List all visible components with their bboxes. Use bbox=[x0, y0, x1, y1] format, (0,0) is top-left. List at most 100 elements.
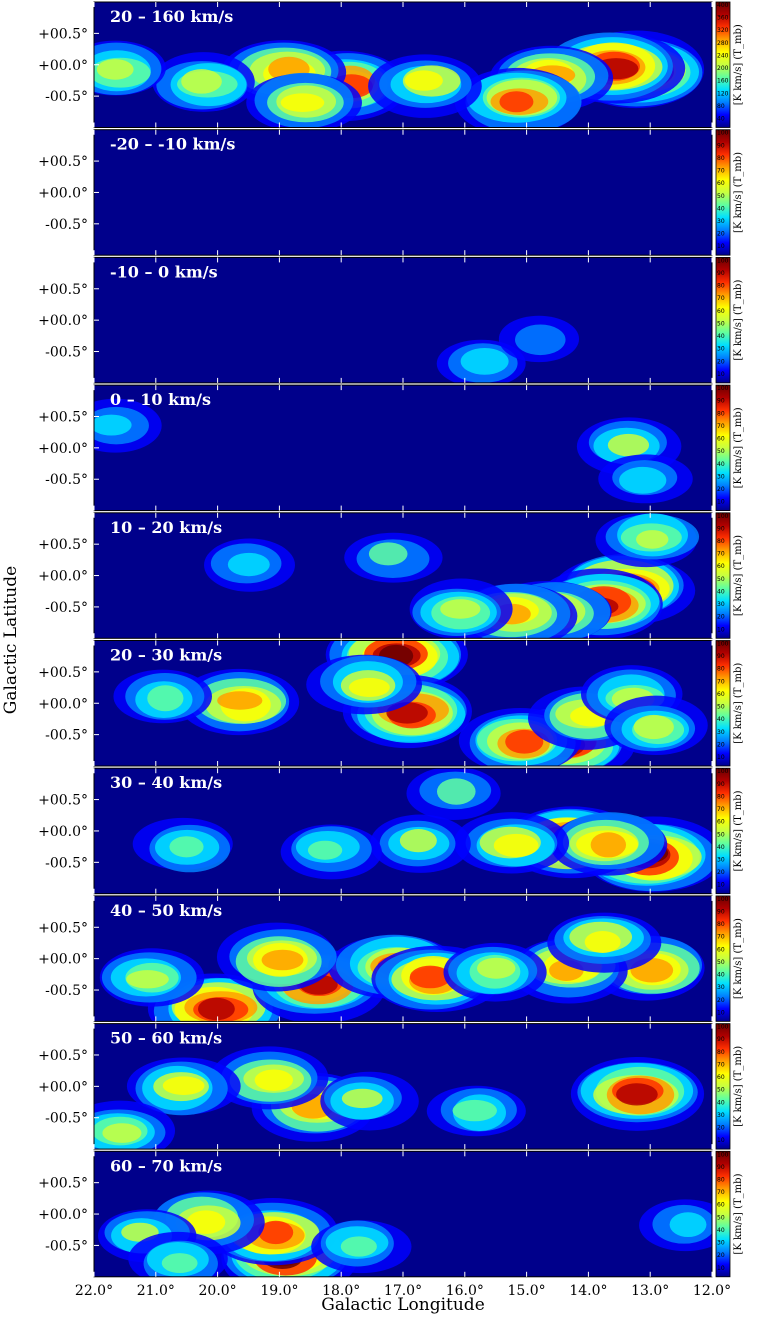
velocity-label: 20 – 30 km/s bbox=[110, 646, 222, 665]
colorbar-gradient bbox=[715, 1150, 731, 1278]
colorbar-tick-label: 60 bbox=[717, 563, 725, 570]
colorbar-tick-label: 20 bbox=[717, 614, 725, 621]
x-tick-label: 12.0° bbox=[693, 1283, 731, 1299]
panel-6: 30 – 40 km/s +00.5° +00.0° -00.5° 100 90 80 70 6… bbox=[38, 767, 744, 895]
y-tick-label: +00.5° bbox=[38, 26, 88, 42]
panel-3: 0 – 10 km/s +00.5° +00.0° -00.5° 100 90 80 70 60… bbox=[38, 384, 744, 512]
colorbar-tick-label: 80 bbox=[717, 921, 725, 928]
colorbar-tick-label: 30 bbox=[717, 1240, 725, 1247]
colorbar-gradient bbox=[715, 384, 731, 512]
colorbar-label: [K km/s] (T_mb) bbox=[733, 407, 744, 488]
y-tick-label: +00.0° bbox=[38, 185, 88, 201]
colorbar: 100 90 80 70 60 50 40 30 20 10 [K km/s] (T_mb) bbox=[715, 767, 744, 895]
colorbar-tick-label: 10 bbox=[717, 626, 725, 633]
colorbar-tick-label: 10 bbox=[717, 499, 725, 506]
colorbar-tick-label: 70 bbox=[717, 295, 725, 302]
y-tick-label: -00.5° bbox=[45, 89, 88, 105]
y-tick-label: -00.5° bbox=[45, 1238, 88, 1254]
emission-clump bbox=[204, 538, 295, 592]
colorbar-tick-label: 80 bbox=[717, 103, 725, 110]
colorbar-tick-label: 240 bbox=[717, 52, 729, 59]
colorbar-tick-label: 50 bbox=[717, 448, 725, 455]
velocity-label: 40 – 50 km/s bbox=[110, 901, 222, 920]
colorbar-tick-label: 320 bbox=[717, 27, 729, 34]
emission-clump bbox=[510, 937, 628, 1004]
emission-clump bbox=[94, 1100, 176, 1150]
colorbar-tick-label: 60 bbox=[717, 308, 725, 315]
colorbar-tick-label: 90 bbox=[717, 398, 725, 405]
emission-clump bbox=[113, 669, 212, 724]
colorbar-label: [K km/s] (T_mb) bbox=[733, 280, 744, 361]
emission-clump bbox=[370, 814, 471, 873]
emission-clump bbox=[426, 1085, 526, 1137]
colorbar-tick-label: 80 bbox=[717, 666, 725, 673]
colorbar-tick-label: 20 bbox=[717, 1252, 725, 1259]
colorbar-tick-label: 70 bbox=[717, 1189, 725, 1196]
velocity-label: 10 – 20 km/s bbox=[110, 518, 222, 537]
emission-clump bbox=[178, 668, 300, 736]
colorbar-tick-label: 50 bbox=[717, 1214, 725, 1221]
colorbar-tick-label: 70 bbox=[717, 678, 725, 685]
emission-map bbox=[94, 398, 693, 504]
colorbar-tick-label: 40 bbox=[717, 333, 725, 340]
x-tick-label: 18.0° bbox=[322, 1283, 360, 1299]
velocity-label: 0 – 10 km/s bbox=[110, 390, 211, 409]
colorbar-tick-label: 40 bbox=[717, 1099, 725, 1106]
x-tick-label: 22.0° bbox=[75, 1283, 113, 1299]
emission-clump bbox=[152, 52, 255, 112]
y-tick-label: -00.5° bbox=[45, 1111, 88, 1127]
emission-clump bbox=[639, 1199, 712, 1252]
colorbar-label: [K km/s] (T_mb) bbox=[733, 1046, 744, 1127]
emission-clump bbox=[598, 454, 693, 504]
colorbar: 100 90 80 70 60 50 40 30 20 10 [K km/s] (T_mb) bbox=[715, 256, 744, 384]
y-tick-label: -00.5° bbox=[45, 855, 88, 871]
panel-7: 40 – 50 km/s +00.5° +00.0° -00.5° 100 90 80 70 6… bbox=[38, 895, 744, 1022]
colorbar-tick-label: 200 bbox=[717, 65, 729, 72]
colorbar-tick-label: 80 bbox=[717, 410, 725, 417]
colorbar-tick-label: 30 bbox=[717, 601, 725, 608]
colorbar-tick-label: 50 bbox=[717, 320, 725, 327]
colorbar-gradient bbox=[715, 895, 731, 1022]
x-tick-label: 17.0° bbox=[384, 1283, 422, 1299]
colorbar-tick-label: 20 bbox=[717, 741, 725, 748]
x-tick-label: 13.0° bbox=[631, 1283, 669, 1299]
panels-group: 20 – 160 km/s +00.5° +00.0° -00.5° 400 360 320… bbox=[38, 1, 744, 1299]
colorbar: 100 90 80 70 60 50 40 30 20 10 [K km/s] (T_mb) bbox=[715, 512, 744, 639]
colorbar-tick-label: 20 bbox=[717, 1124, 725, 1131]
emission-clump bbox=[94, 398, 162, 453]
emission-clump bbox=[94, 40, 166, 96]
colorbar-tick-label: 10 bbox=[717, 243, 725, 250]
colorbar-tick-label: 70 bbox=[717, 1061, 725, 1068]
colorbar-tick-label: 100 bbox=[717, 768, 729, 775]
panel-1: -20 – -10 km/s +00.5° +00.0° -00.5° 100 90 80 7… bbox=[38, 129, 744, 256]
colorbar-tick-label: 80 bbox=[717, 1177, 725, 1184]
colorbar-tick-label: 60 bbox=[717, 180, 725, 187]
emission-clump bbox=[443, 942, 547, 1002]
colorbar-tick-label: 40 bbox=[717, 588, 725, 595]
emission-clump bbox=[344, 532, 443, 583]
velocity-label: -10 – 0 km/s bbox=[110, 262, 218, 281]
colorbar-tick-label: 10 bbox=[717, 1009, 725, 1016]
emission-clump bbox=[320, 1071, 419, 1131]
colorbar-label: [K km/s] (T_mb) bbox=[733, 1173, 744, 1254]
emission-clump bbox=[132, 817, 233, 873]
colorbar-tick-label: 30 bbox=[717, 856, 725, 863]
velocity-label: 60 – 70 km/s bbox=[110, 1156, 222, 1175]
emission-clump bbox=[498, 315, 580, 363]
colorbar: 100 90 80 70 60 50 40 30 20 10 [K km/s] (T_mb) bbox=[715, 640, 744, 767]
colorbar-label: [K km/s] (T_mb) bbox=[733, 790, 744, 871]
colorbar-tick-label: 10 bbox=[717, 882, 725, 889]
colorbar-tick-label: 30 bbox=[717, 346, 725, 353]
colorbar-tick-label: 70 bbox=[717, 934, 725, 941]
y-tick-label: +00.5° bbox=[38, 665, 88, 681]
colorbar-gradient bbox=[715, 256, 731, 384]
colorbar-tick-label: 90 bbox=[717, 781, 725, 788]
y-tick-label: +00.0° bbox=[38, 1079, 88, 1095]
colorbar-tick-label: 50 bbox=[717, 193, 725, 200]
emission-clump bbox=[306, 654, 423, 715]
colorbar-tick-label: 100 bbox=[717, 1024, 729, 1031]
y-tick-label: +00.0° bbox=[38, 1207, 88, 1223]
y-tick-label: -00.5° bbox=[45, 345, 88, 361]
y-tick-label: +00.0° bbox=[38, 569, 88, 585]
colorbar-tick-label: 50 bbox=[717, 704, 725, 711]
